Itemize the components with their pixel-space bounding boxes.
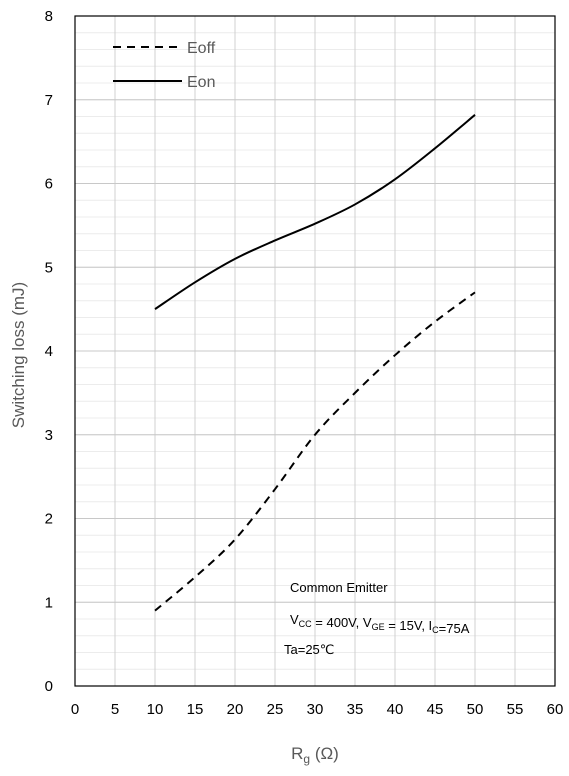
y-tick-label: 5 <box>45 259 53 276</box>
legend: Eoff Eon <box>113 40 216 91</box>
x-axis-title-main: R <box>291 744 303 763</box>
annotation-line-1: Common Emitter <box>290 580 388 595</box>
x-axis-title-sub: g <box>303 752 310 766</box>
series-line-eon <box>154 114 476 310</box>
series-line-eoff <box>154 291 476 612</box>
x-tick-label: 15 <box>187 701 204 718</box>
x-tick-label: 5 <box>111 701 119 718</box>
annotation-line-2-subscript: CC <box>299 619 312 629</box>
annotation-line-2: VCC = 400V, VGE = 15V, IC=75A <box>290 612 470 636</box>
plot-frame <box>74 15 556 687</box>
y-tick-label: 6 <box>45 176 53 193</box>
x-tick-label: 35 <box>347 701 364 718</box>
x-tick-label: 40 <box>387 701 404 718</box>
y-tick-labels: 0 1 2 3 4 5 6 7 8 <box>45 8 53 695</box>
y-axis-title: Switching loss (mJ) <box>9 282 28 428</box>
x-tick-label: 55 <box>507 701 524 718</box>
series-lines <box>154 114 476 612</box>
annotation-line-2-subscript: GE <box>372 622 385 632</box>
x-tick-label: 20 <box>227 701 244 718</box>
annotation-line-2-part: = 15V, I <box>385 618 433 633</box>
y-tick-label: 3 <box>45 427 53 444</box>
annotation-line-2-part: =75A <box>439 621 470 636</box>
y-tick-label: 4 <box>45 343 53 360</box>
annotation-line-2-part: = 400V, V <box>312 615 372 630</box>
test-conditions-annotation: Common Emitter VCC = 400V, VGE = 15V, IC… <box>284 580 470 657</box>
legend-label-eon: Eon <box>187 74 215 91</box>
y-tick-label: 2 <box>45 511 53 528</box>
x-tick-label: 45 <box>427 701 444 718</box>
x-tick-label: 60 <box>547 701 564 718</box>
annotation-line-2-subscript: C <box>432 625 439 635</box>
x-tick-label: 25 <box>267 701 284 718</box>
x-tick-label: 10 <box>147 701 164 718</box>
y-tick-label: 8 <box>45 8 53 25</box>
x-tick-label: 0 <box>71 701 79 718</box>
y-tick-label: 0 <box>45 678 53 695</box>
x-axis-title-unit: (Ω) <box>310 744 339 763</box>
x-tick-labels: 0 5 10 15 20 25 30 35 40 45 50 55 60 <box>71 701 564 718</box>
x-tick-label: 50 <box>467 701 484 718</box>
annotation-line-2-part: V <box>290 612 299 627</box>
y-tick-label: 7 <box>45 92 53 109</box>
y-tick-label: 1 <box>45 594 53 611</box>
x-tick-label: 30 <box>307 701 324 718</box>
x-axis-title: Rg (Ω) <box>291 744 339 766</box>
legend-label-eoff: Eoff <box>187 40 216 57</box>
annotation-line-3: Ta=25℃ <box>284 642 334 657</box>
